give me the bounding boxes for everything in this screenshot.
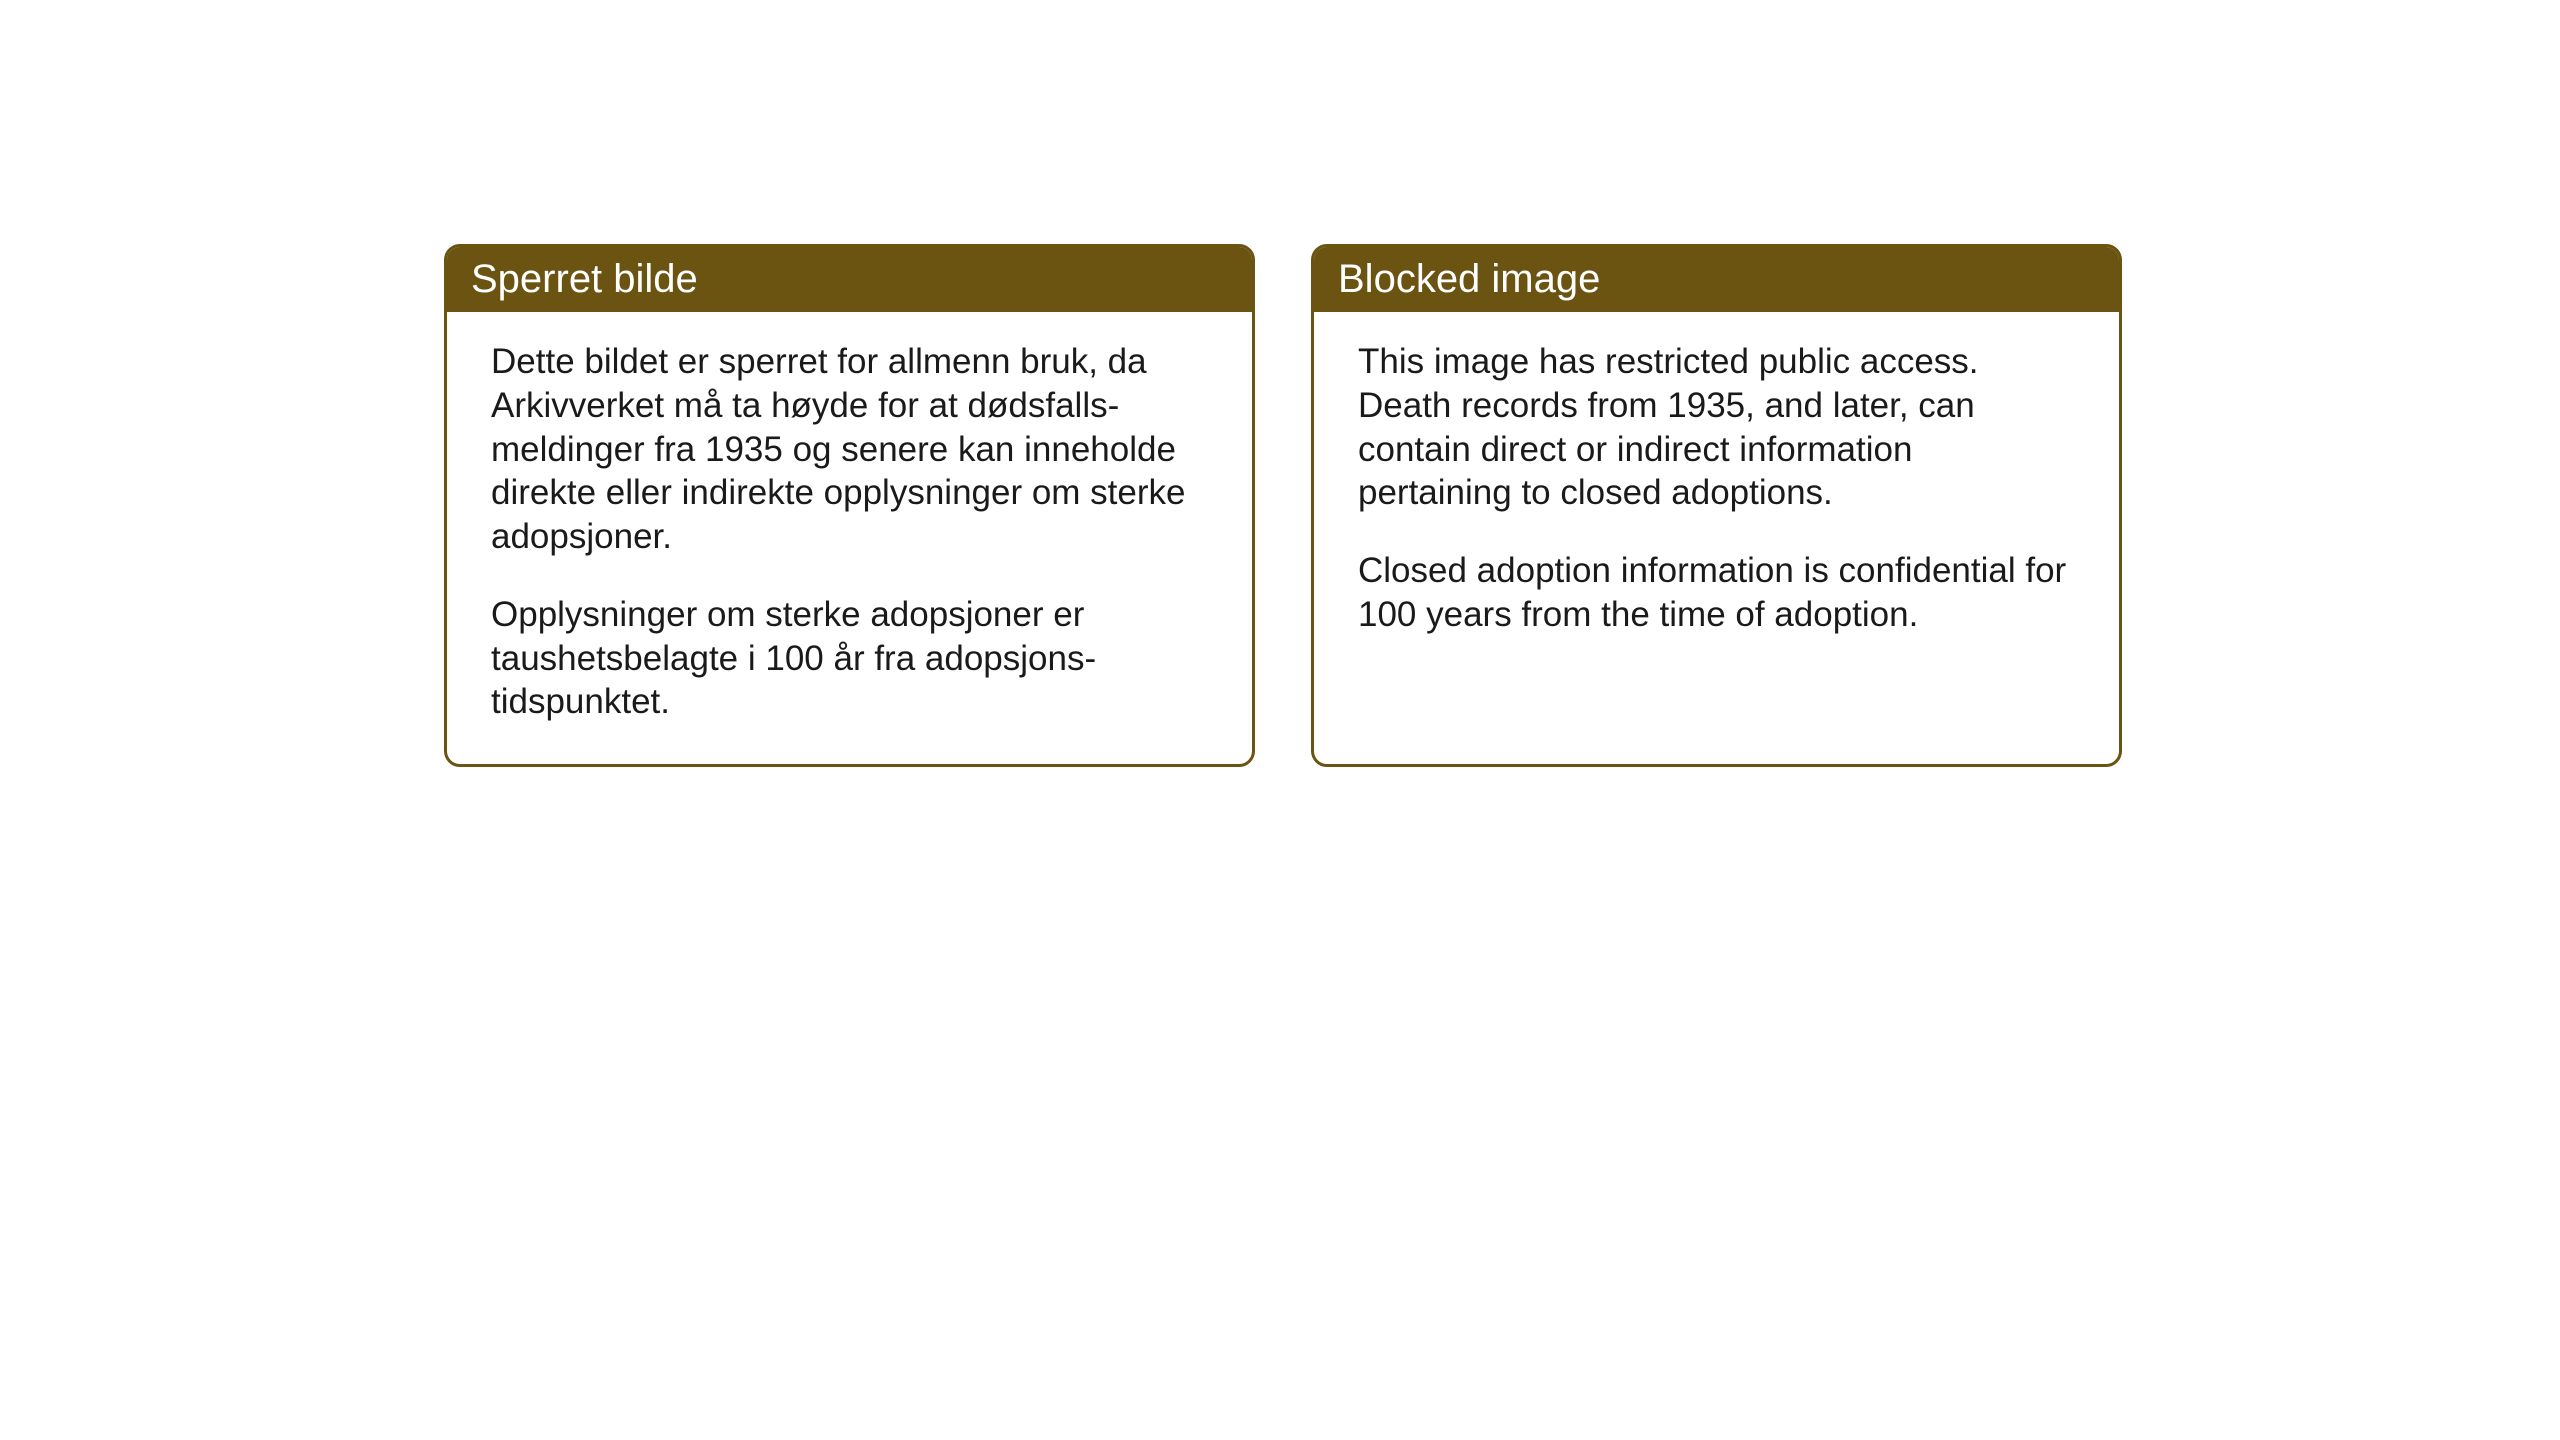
english-paragraph-1: This image has restricted public access.… [1358,340,2075,515]
english-card-body: This image has restricted public access.… [1314,312,2119,752]
notice-container: Sperret bilde Dette bildet er sperret fo… [444,244,2122,767]
english-paragraph-2: Closed adoption information is confident… [1358,549,2075,637]
norwegian-paragraph-2: Opplysninger om sterke adopsjoner er tau… [491,593,1208,724]
norwegian-notice-card: Sperret bilde Dette bildet er sperret fo… [444,244,1255,767]
english-card-title: Blocked image [1314,247,2119,312]
norwegian-paragraph-1: Dette bildet er sperret for allmenn bruk… [491,340,1208,559]
norwegian-card-title: Sperret bilde [447,247,1252,312]
norwegian-card-body: Dette bildet er sperret for allmenn bruk… [447,312,1252,764]
english-notice-card: Blocked image This image has restricted … [1311,244,2122,767]
